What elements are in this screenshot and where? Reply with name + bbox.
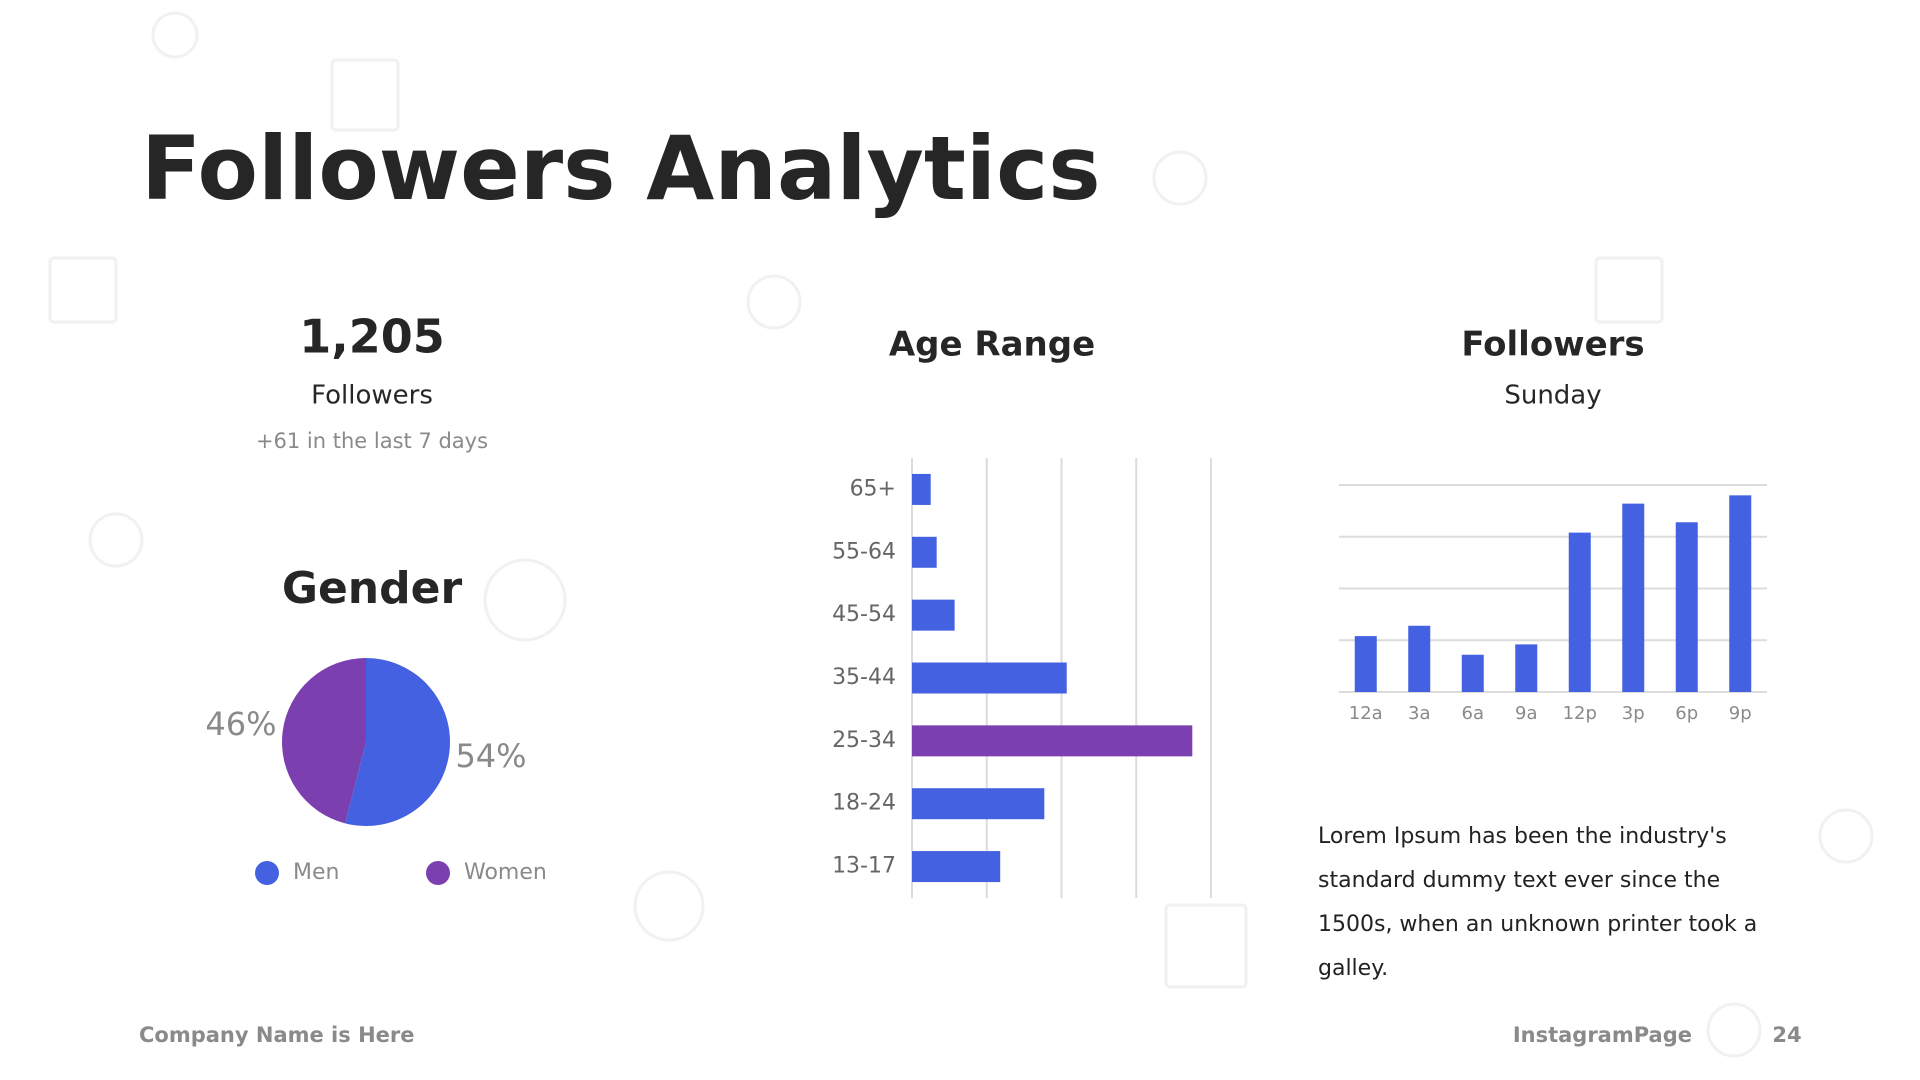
x-tick-label: 6p (1675, 703, 1698, 724)
stat-value: 1,205 (299, 310, 445, 364)
legend-label: Men (293, 860, 339, 885)
footer-page-name: InstagramPage (1513, 1023, 1692, 1047)
y-tick-label: 65+ (850, 476, 896, 501)
x-tick-label: 12a (1349, 703, 1383, 724)
legend-label: Women (464, 860, 547, 885)
x-tick-label: 6a (1462, 703, 1484, 724)
x-tick-label: 9p (1729, 703, 1752, 724)
chart-subtitle: Sunday (1504, 381, 1601, 411)
y-tick-label: 13-17 (832, 854, 896, 879)
bar (1461, 654, 1484, 692)
bar (1408, 625, 1431, 692)
footer-page-number: 24 (1772, 1023, 1801, 1047)
stat-label: Followers (311, 381, 433, 411)
y-tick-label: 18-24 (832, 791, 896, 816)
x-tick-label: 3a (1408, 703, 1430, 724)
bar (912, 473, 931, 505)
slide-title: Followers Analytics (141, 117, 1101, 220)
legend-swatch (255, 861, 279, 885)
stat-note: +61 in the last 7 days (256, 429, 488, 453)
chart-title: Followers (1461, 325, 1644, 365)
bar (1515, 644, 1538, 692)
bar (1729, 495, 1752, 692)
legend-swatch (426, 861, 450, 885)
bar (1622, 503, 1645, 692)
bar (1568, 532, 1591, 692)
x-tick-label: 3p (1622, 703, 1645, 724)
y-tick-label: 25-34 (832, 728, 896, 753)
bar (1675, 522, 1698, 692)
x-tick-label: 9a (1515, 703, 1537, 724)
chart-title: Age Range (889, 325, 1095, 365)
bar (912, 662, 1067, 694)
footer-company: Company Name is Here (139, 1023, 414, 1047)
y-tick-label: 45-54 (832, 602, 896, 627)
pie-slice (345, 658, 451, 827)
x-tick-label: 12p (1563, 703, 1597, 724)
slice-label: 46% (205, 705, 276, 743)
bar (912, 599, 955, 631)
bar (912, 788, 1045, 820)
bar (912, 536, 937, 568)
y-tick-label: 55-64 (832, 539, 896, 564)
y-tick-label: 35-44 (832, 665, 896, 690)
bar (912, 851, 1001, 883)
pie-slice (282, 658, 366, 824)
chart-title: Gender (282, 563, 463, 614)
slice-label: 54% (455, 737, 526, 775)
bar (912, 725, 1193, 757)
bar (1354, 636, 1377, 692)
body-text: Lorem Ipsum has been the industry's stan… (1318, 824, 1758, 981)
background-icons (48, 11, 1874, 1058)
